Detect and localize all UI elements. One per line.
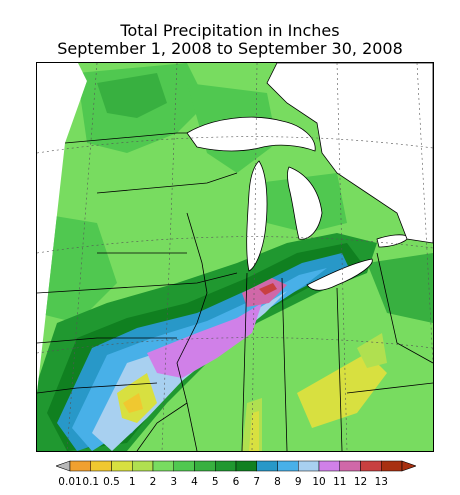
legend-high-cap [401,460,417,472]
precipitation-map [36,62,434,452]
precipitation-legend: 0.01 0.1 0.5 1 2 3 4 5 6 7 8 9 10 11 12 13 [55,458,417,492]
lat-lon-grid [37,63,433,451]
legend-label: 3 [170,476,178,488]
legend-label: 4 [191,476,198,488]
legend-label: 1 [128,476,136,488]
legend-swatch [152,460,174,472]
legend-label: 13 [374,476,388,488]
legend-swatch [381,460,403,472]
map-canvas [37,63,433,451]
legend-label: 5 [211,476,219,488]
legend-label: 11 [333,476,347,488]
legend-swatch [318,460,340,472]
legend-swatch [90,460,112,472]
legend-low-cap [55,460,71,472]
legend-label: 0.1 [82,476,100,488]
legend-swatch [360,460,382,472]
legend-swatch [111,460,133,472]
legend-swatch [298,460,320,472]
map-subtitle-date-range: September 1, 2008 to September 30, 2008 [57,39,403,58]
legend-swatch [194,460,216,472]
water-bodies [186,63,433,291]
legend-swatch [235,460,257,472]
legend-label: 8 [274,476,281,488]
legend-label: 6 [232,476,240,488]
legend-colorbar [55,460,417,472]
state-boundaries [37,132,433,451]
legend-swatch [69,460,91,472]
legend-label: 2 [149,476,157,488]
legend-swatch [173,460,195,472]
legend-label: 0.01 [58,476,82,488]
legend-label: 0.5 [103,476,120,488]
map-title: Total Precipitation in Inches [120,21,340,40]
legend-swatch [132,460,154,472]
legend-swatch [339,460,361,472]
legend-label: 12 [353,476,368,488]
legend-swatch [277,460,299,472]
legend-swatch [256,460,278,472]
legend-label: 9 [294,476,302,488]
legend-label: 7 [253,476,261,488]
legend-label: 10 [312,476,326,488]
legend-swatch [215,460,237,472]
